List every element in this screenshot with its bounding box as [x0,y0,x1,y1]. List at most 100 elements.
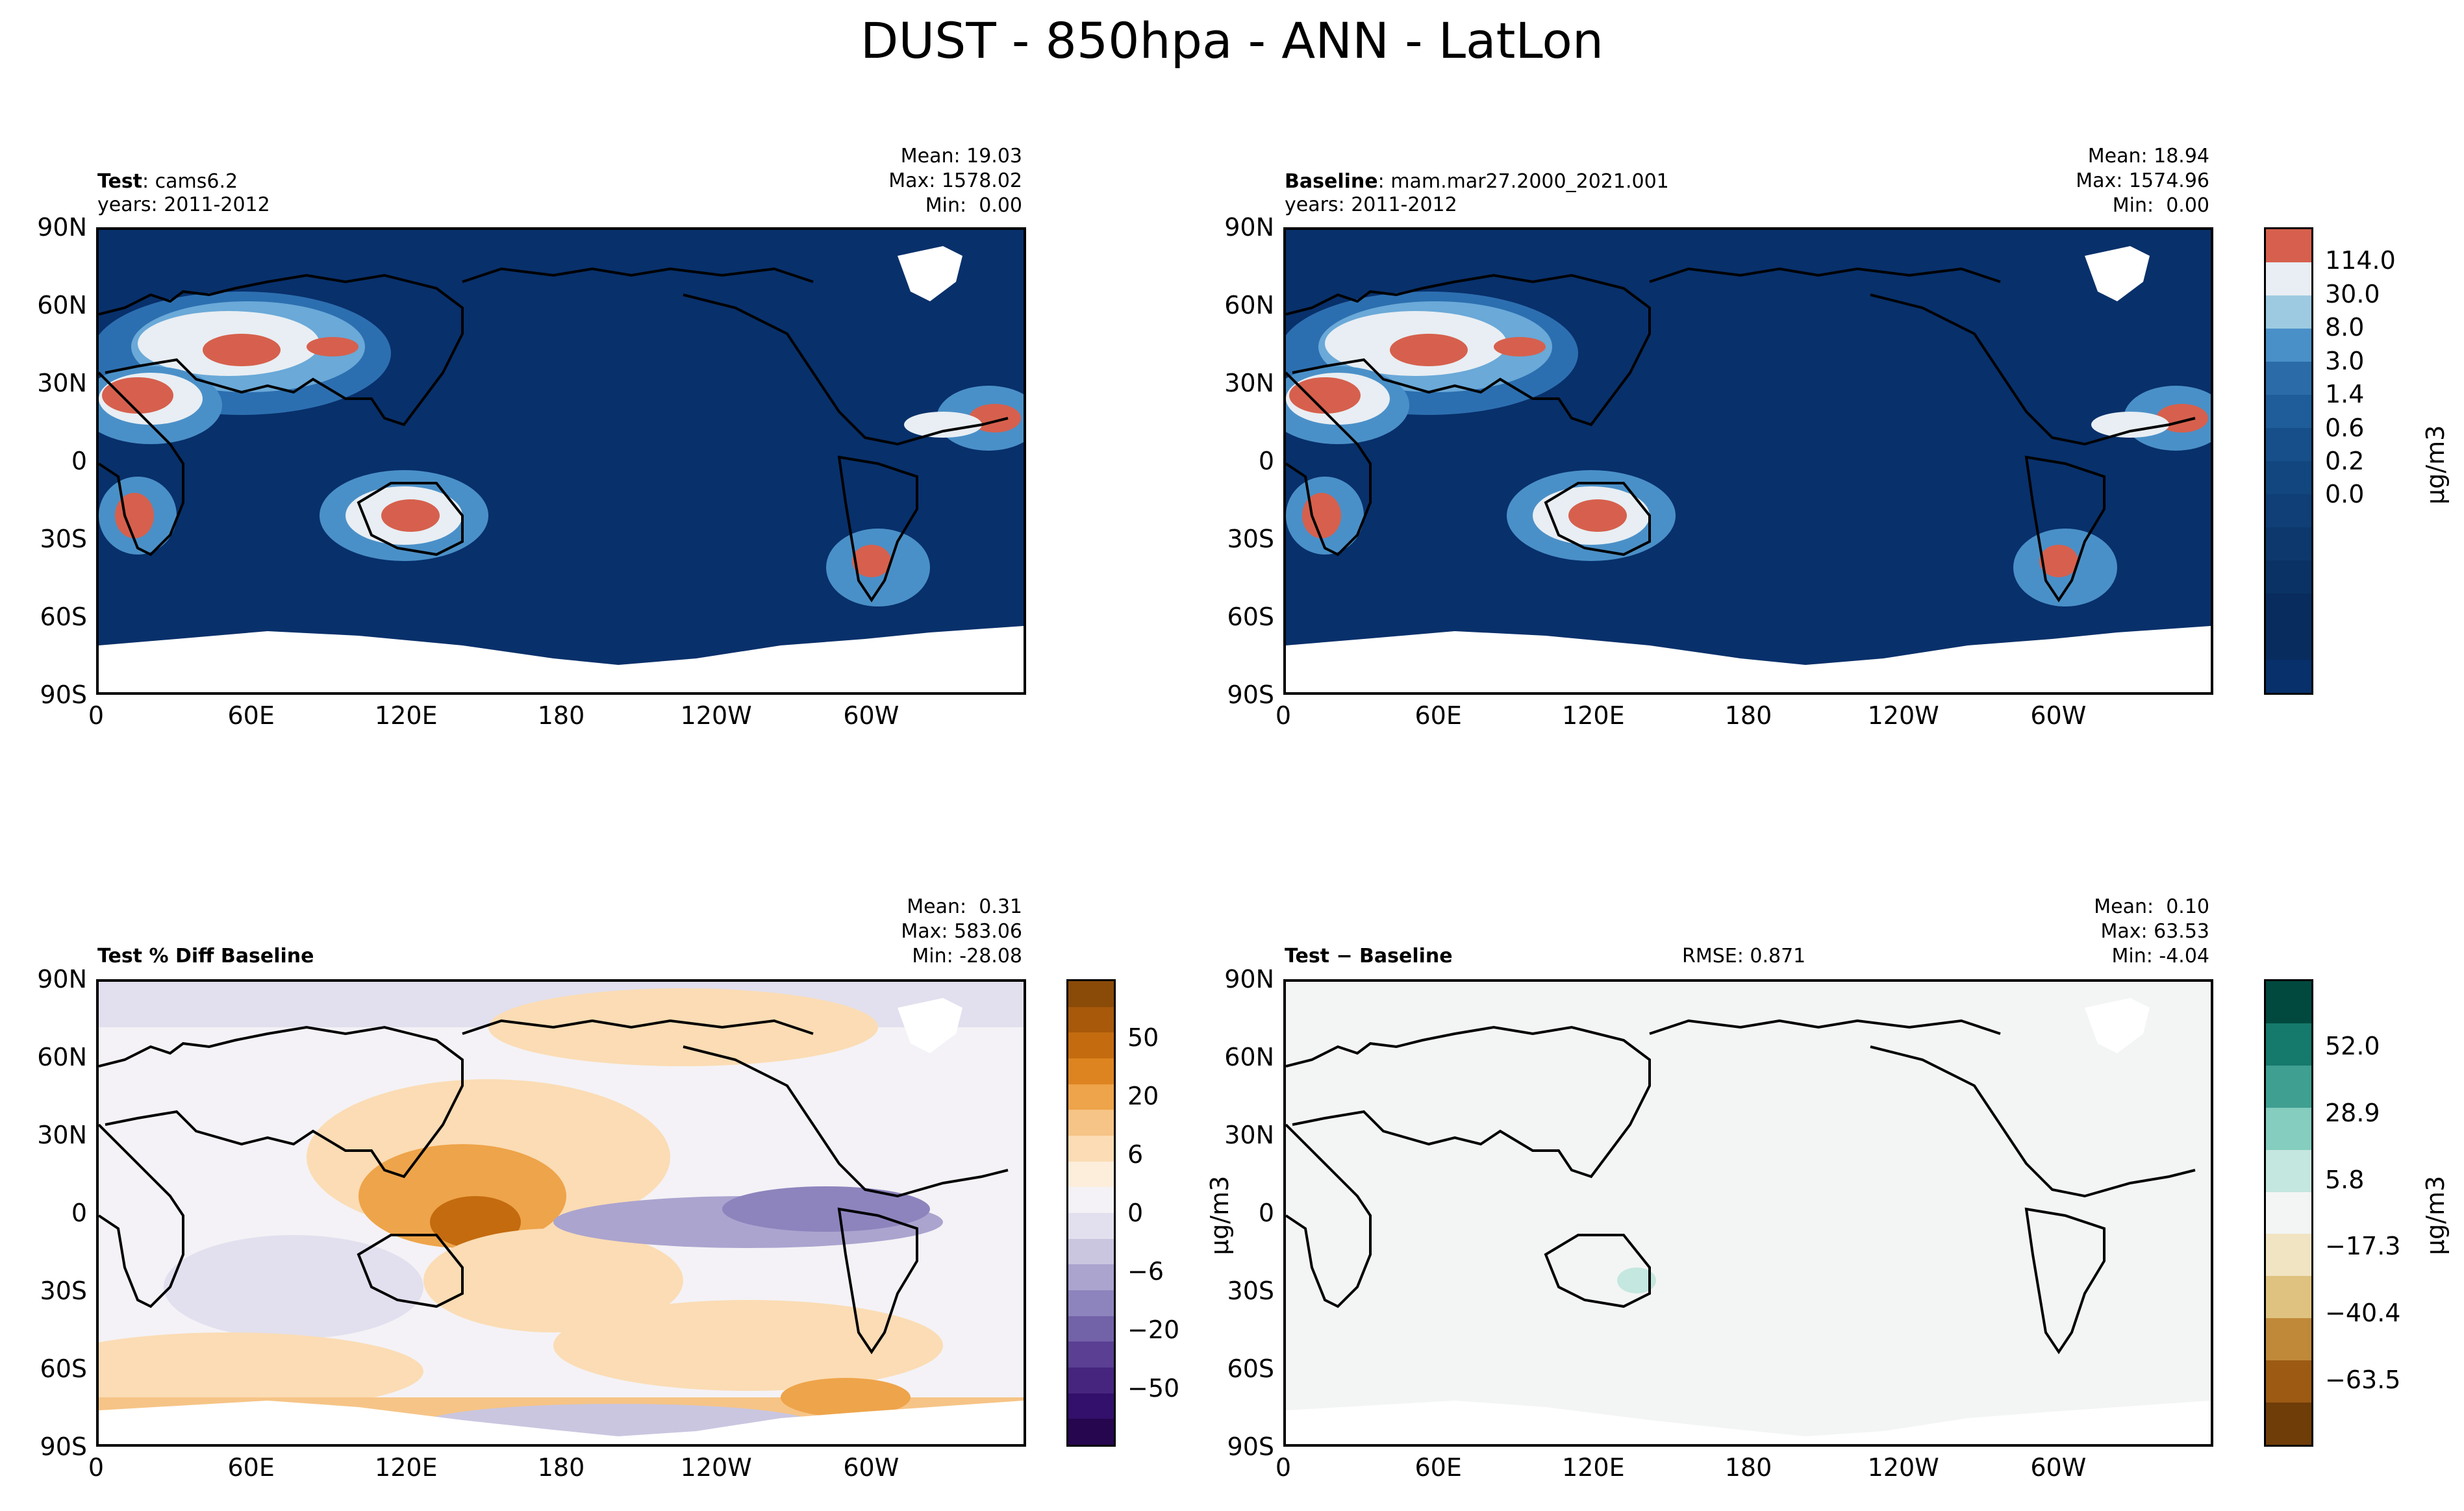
lat-tick-label: 60N [1224,291,1274,319]
pctdiff-colorbar [1066,979,1116,1447]
main-colorbar-units: μg/m3 [2421,425,2450,505]
test-coastlines [99,267,1009,603]
lat-tick-label: 90S [1227,681,1274,709]
lon-tick-label: 120E [1562,701,1625,730]
lat-tick-label: 90N [1224,213,1274,242]
baseline-label: Baseline: mam.mar27.2000_2021.001 [1285,170,1669,193]
colorbar-swatch [1068,1161,1114,1188]
baseline-greenland-mask [2085,246,2150,301]
lat-tick-label: 60S [40,603,87,631]
colorbar-swatch [2266,627,2311,660]
colorbar-tick-label: 30.0 [2325,279,2380,308]
colorbar-tick-label: 28.9 [2325,1098,2380,1127]
test-greenland-mask [898,246,962,301]
colorbar-tick-label: 5.8 [2325,1165,2365,1194]
figure-title: DUST - 850hpa - ANN - LatLon [860,12,1604,69]
colorbar-swatch [2266,1107,2311,1150]
diff-stats: Mean: 0.10 Max: 63.53 Min: -4.04 [2094,895,2209,968]
lon-tick-label: 0 [88,701,105,730]
colorbar-swatch [2266,229,2311,262]
lat-tick-label: 30S [40,1277,87,1305]
lat-tick-label: 60N [37,1043,87,1071]
colorbar-swatch [1068,1058,1114,1084]
lat-tick-label: 60N [1224,1043,1274,1071]
colorbar-swatch [2266,1192,2311,1234]
lon-tick-label: 60E [227,701,275,730]
colorbar-tick-label: 0.2 [2325,447,2365,475]
colorbar-swatch [2266,1360,2311,1403]
baseline-years: years: 2011-2012 [1285,194,1457,216]
lat-tick-label: 90S [1227,1432,1274,1461]
colorbar-tick-label: −40.4 [2325,1299,2401,1328]
colorbar-tick-label: 0.6 [2325,413,2365,442]
lon-tick-label: 180 [1724,1453,1772,1482]
lat-tick-label: 30N [1224,369,1274,397]
colorbar-swatch [2266,395,2311,428]
colorbar-swatch [1068,1084,1114,1110]
baseline-coastlines [1286,267,2196,603]
colorbar-tick-label: 6 [1127,1140,1144,1169]
colorbar-tick-label: 0.0 [2325,480,2365,509]
test-years: years: 2011-2012 [97,194,270,216]
lat-tick-label: 0 [1258,1199,1274,1227]
test-map-panel [96,227,1026,695]
colorbar-tick-label: 1.4 [2325,380,2365,409]
lon-tick-label: 120W [1867,1453,1939,1482]
colorbar-tick-label: 20 [1127,1082,1159,1110]
colorbar-swatch [2266,527,2311,560]
colorbar-swatch [1068,1367,1114,1393]
colorbar-swatch [2266,1276,2311,1319]
colorbar-swatch [1068,1316,1114,1342]
lon-tick-label: 180 [537,1453,585,1482]
lon-tick-label: 120E [375,701,438,730]
colorbar-swatch [2266,1318,2311,1361]
pctdiff-label: Test % Diff Baseline [97,945,314,968]
diff-colorbar-units: μg/m3 [2421,1175,2450,1255]
colorbar-swatch [1068,981,1114,1007]
diff-map-panel [1283,979,2213,1447]
lat-tick-label: 60S [1227,603,1274,631]
lat-tick-label: 90S [40,681,87,709]
lat-tick-label: 0 [71,1199,87,1227]
lat-tick-label: 30S [1227,525,1274,553]
lat-tick-label: 0 [71,447,87,475]
lon-tick-label: 120W [680,701,752,730]
lat-tick-label: 30N [37,369,87,397]
lon-tick-label: 0 [1275,1453,1292,1482]
lon-tick-label: 60E [227,1453,275,1482]
lon-tick-label: 60W [2030,1453,2087,1482]
lat-tick-label: 90S [40,1432,87,1461]
pctdiff-greenland-mask [898,998,962,1053]
pctdiff-stats: Mean: 0.31 Max: 583.06 Min: -28.08 [901,895,1022,968]
lat-tick-label: 0 [1258,447,1274,475]
lat-tick-label: 30N [37,1121,87,1149]
lon-tick-label: 60E [1414,1453,1462,1482]
colorbar-swatch [1068,1238,1114,1265]
colorbar-swatch [2266,262,2311,295]
lat-tick-label: 30S [1227,1277,1274,1305]
diff-greenland-mask [2085,998,2150,1053]
lon-tick-label: 60W [843,701,899,730]
colorbar-tick-label: 3.0 [2325,346,2365,375]
lat-tick-label: 30S [40,525,87,553]
colorbar-swatch [2266,560,2311,593]
colorbar-swatch [1068,1135,1114,1162]
colorbar-tick-label: −50 [1127,1374,1180,1403]
baseline-antarctica-mask [1286,626,2211,692]
colorbar-swatch [1068,1393,1114,1419]
lat-tick-label: 90N [1224,965,1274,993]
lat-tick-label: 60S [40,1355,87,1383]
lat-tick-label: 90N [37,213,87,242]
colorbar-swatch [2266,1403,2311,1445]
baseline-map-panel [1283,227,2213,695]
colorbar-tick-label: 50 [1127,1023,1159,1052]
diff-colorbar [2264,979,2313,1447]
colorbar-swatch [2266,461,2311,494]
diff-coastlines [1286,1019,2196,1355]
lat-tick-label: 60N [37,291,87,319]
colorbar-tick-label: 8.0 [2325,313,2365,342]
colorbar-swatch [2266,593,2311,627]
colorbar-swatch [1068,1212,1114,1239]
colorbar-swatch [1068,1187,1114,1213]
colorbar-tick-label: 52.0 [2325,1031,2380,1060]
